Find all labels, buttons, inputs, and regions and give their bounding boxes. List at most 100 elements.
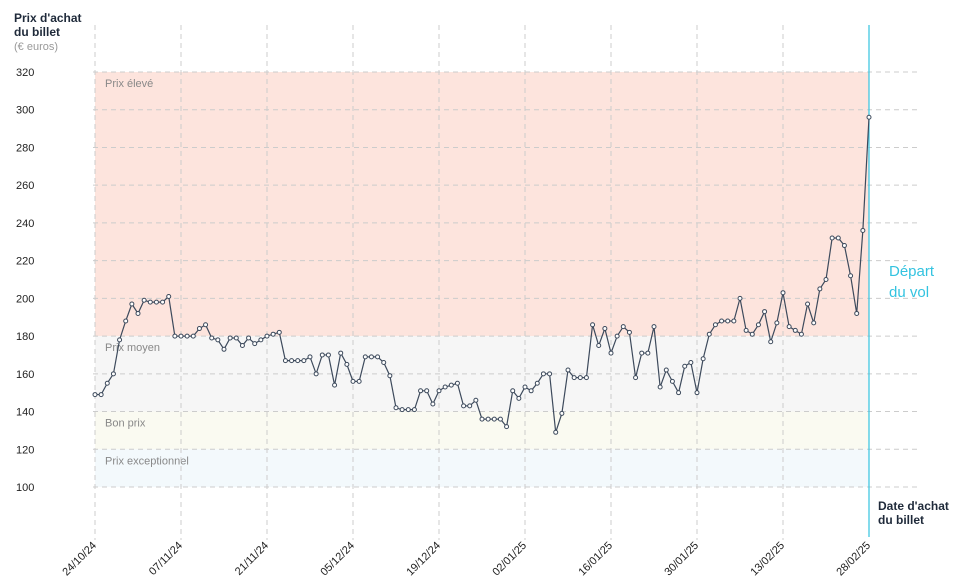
price-point <box>676 390 682 396</box>
price-point <box>743 327 749 333</box>
price-point <box>811 320 817 326</box>
price-point <box>424 388 430 394</box>
price-point <box>461 403 467 409</box>
y-tick-label: 100 <box>16 482 34 494</box>
price-point <box>798 331 804 337</box>
price-point <box>454 380 460 386</box>
price-point <box>626 329 632 335</box>
y-tick-label: 260 <box>16 180 34 192</box>
y-tick-label: 220 <box>16 256 34 268</box>
price-point <box>393 405 399 411</box>
x-tick-label: 30/01/25 <box>662 540 701 579</box>
price-point <box>110 371 116 377</box>
price-point <box>829 235 835 241</box>
price-point <box>239 343 245 349</box>
price-point <box>227 335 233 341</box>
price-point <box>731 318 737 324</box>
price-point <box>129 301 135 307</box>
price-point <box>780 290 786 296</box>
price-point <box>645 350 651 356</box>
price-point <box>104 380 110 386</box>
price-point <box>712 322 718 328</box>
price-point <box>479 416 485 422</box>
price-point <box>706 331 712 337</box>
band-label: Prix élevé <box>105 78 153 90</box>
price-point <box>270 331 276 337</box>
price-point <box>510 388 516 394</box>
price-point <box>467 403 473 409</box>
price-point <box>98 392 104 398</box>
price-point <box>295 358 301 364</box>
price-point <box>356 378 362 384</box>
price-point <box>491 416 497 422</box>
y-tick-label: 160 <box>16 369 34 381</box>
price-point <box>405 407 411 413</box>
price-point <box>540 371 546 377</box>
y-tick-label: 240 <box>16 218 34 230</box>
price-point <box>583 375 589 381</box>
price-point <box>749 331 755 337</box>
price-point <box>694 390 700 396</box>
price-point <box>375 354 381 360</box>
price-point <box>319 352 325 358</box>
price-point <box>368 354 374 360</box>
price-point <box>252 341 258 347</box>
price-point <box>663 367 669 373</box>
price-point <box>534 380 540 386</box>
x-tick-label: 24/10/24 <box>60 540 99 579</box>
price-point <box>178 333 184 339</box>
price-point <box>473 397 479 403</box>
x-tick-label: 13/02/25 <box>748 540 787 579</box>
price-point <box>516 395 522 401</box>
price-point <box>153 299 159 305</box>
price-point <box>762 309 768 315</box>
price-point <box>805 301 811 307</box>
price-point <box>92 392 98 398</box>
price-point <box>860 227 866 233</box>
price-point <box>123 318 129 324</box>
price-point <box>768 339 774 345</box>
price-point <box>571 375 577 381</box>
price-point <box>700 356 706 362</box>
price-point <box>203 322 209 328</box>
price-point <box>338 350 344 356</box>
price-point <box>209 335 215 341</box>
price-point <box>301 358 307 364</box>
price-point <box>117 337 123 343</box>
price-point <box>528 388 534 394</box>
price-point <box>362 354 368 360</box>
price-point <box>590 322 596 328</box>
price-point <box>160 299 166 305</box>
price-point <box>387 373 393 379</box>
y-axis-label: Prix d'achat du billet <box>14 11 82 39</box>
price-point <box>817 286 823 292</box>
y-tick-label: 120 <box>16 444 34 456</box>
price-band <box>95 72 869 337</box>
price-point <box>602 326 608 332</box>
y-tick-label: 300 <box>16 105 34 117</box>
price-point <box>669 378 675 384</box>
price-point <box>258 337 264 343</box>
y-tick-label: 280 <box>16 142 34 154</box>
price-point <box>313 371 319 377</box>
price-point <box>755 322 761 328</box>
price-point <box>485 416 491 422</box>
x-tick-label: 21/11/24 <box>233 540 271 578</box>
price-point <box>135 310 141 316</box>
price-point <box>233 335 239 341</box>
x-tick-label: 19/12/24 <box>404 540 443 579</box>
price-point <box>682 363 688 369</box>
price-point <box>215 337 221 343</box>
price-point <box>332 382 338 388</box>
price-point <box>381 360 387 365</box>
price-point <box>848 273 854 279</box>
price-point <box>688 360 694 365</box>
price-point <box>325 352 331 358</box>
price-point <box>737 295 743 301</box>
price-point <box>774 320 780 326</box>
band-label: Bon prix <box>105 418 146 430</box>
price-point <box>497 416 503 422</box>
y-tick-label: 320 <box>16 67 34 79</box>
